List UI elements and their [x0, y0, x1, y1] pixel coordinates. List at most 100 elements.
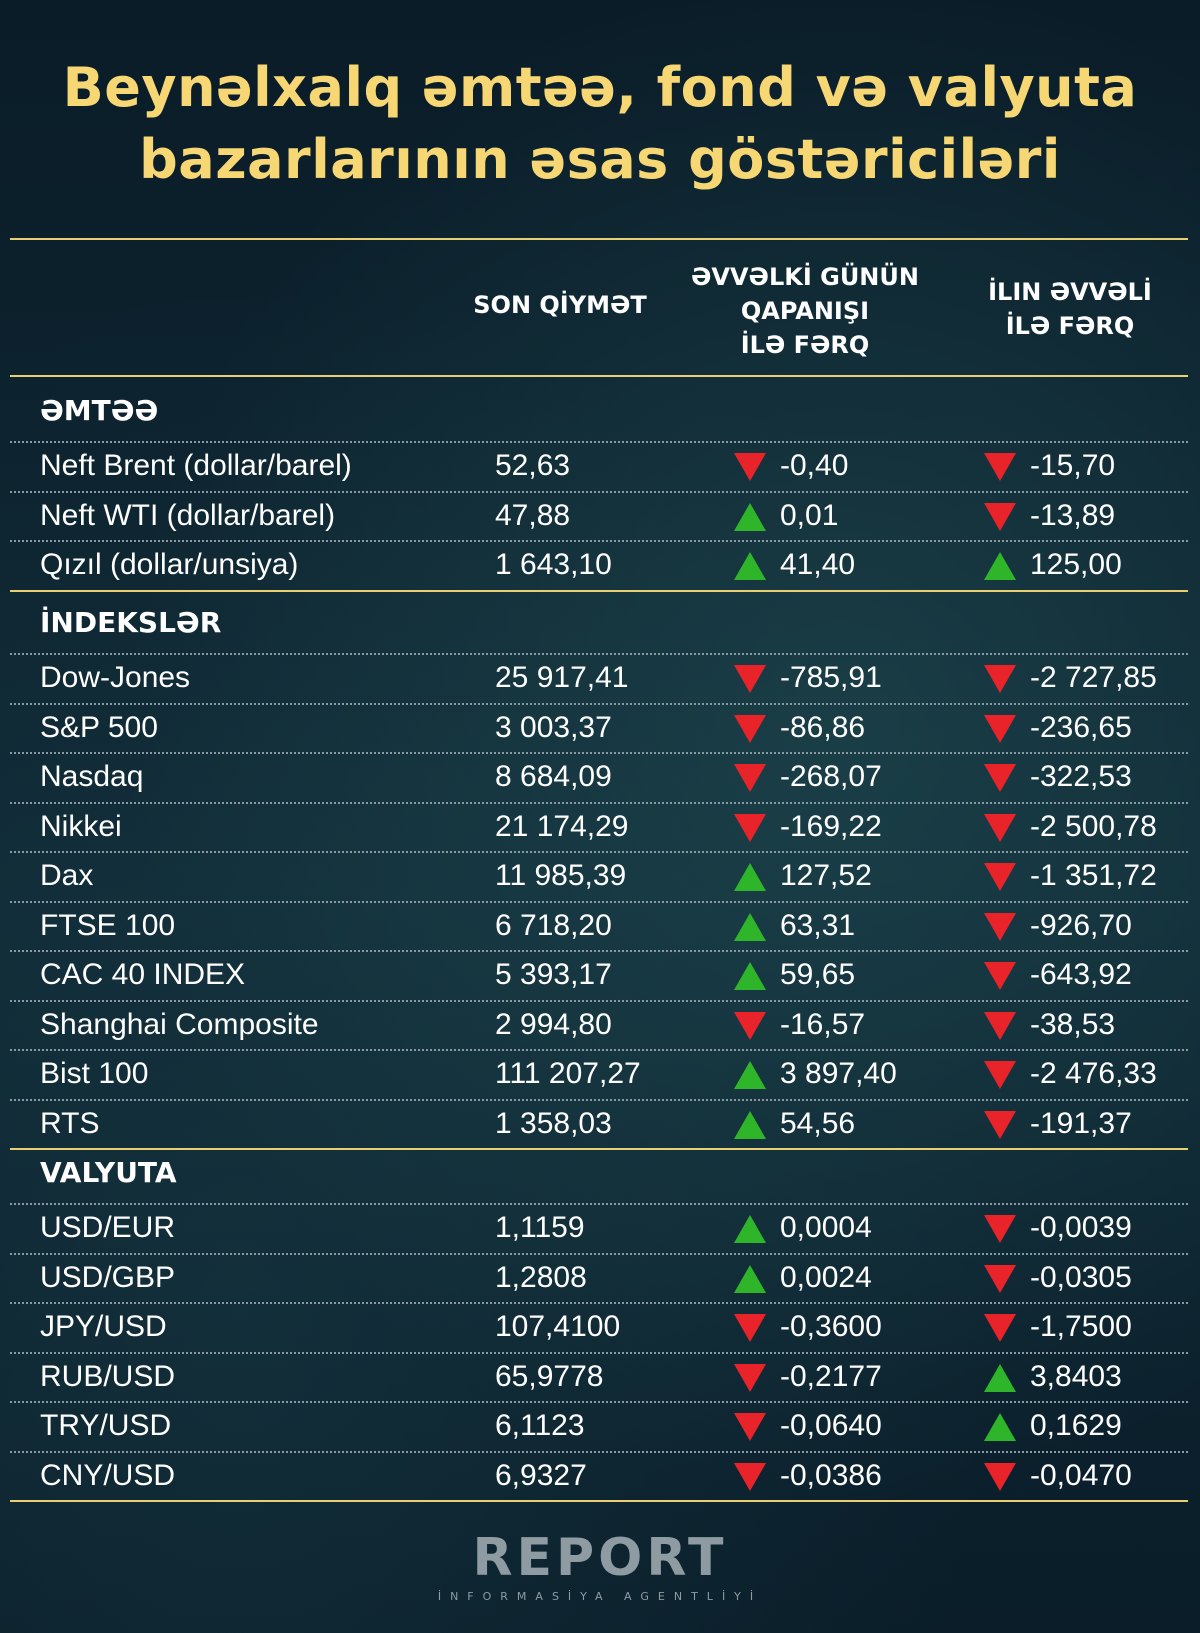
- row-divider: [10, 950, 1188, 952]
- down-arrow-icon: [734, 1011, 766, 1040]
- down-arrow-icon: [984, 1110, 1016, 1139]
- last-price: 1 358,03: [495, 1106, 612, 1140]
- section-heading: VALYUTA: [40, 1156, 177, 1189]
- row-divider: [10, 490, 1188, 493]
- up-arrow-icon: [734, 1215, 766, 1243]
- prev-day-change: -169,22: [780, 809, 882, 843]
- down-arrow-icon: [984, 714, 1016, 743]
- prev-day-change: -0,0640: [780, 1409, 882, 1442]
- section-heading: İNDEKSLƏR: [40, 606, 222, 639]
- row-divider: [10, 1252, 1188, 1255]
- prev-day-change: -0,2177: [780, 1359, 882, 1393]
- ytd-change: -15,70: [1030, 449, 1116, 482]
- row-divider: [10, 540, 1188, 542]
- row-label: S&P 500: [40, 710, 158, 744]
- row-label: Nasdaq: [40, 760, 144, 793]
- ytd-change: 125,00: [1030, 548, 1122, 581]
- ytd-change: -1 351,72: [1030, 859, 1157, 892]
- ytd-change: 3,8403: [1030, 1359, 1122, 1393]
- row-label: CNY/USD: [40, 1458, 176, 1492]
- ytd-change: -322,53: [1030, 760, 1132, 793]
- last-price: 21 174,29: [495, 809, 629, 843]
- ytd-change: -236,65: [1030, 710, 1132, 744]
- row-divider: [10, 801, 1188, 804]
- last-price: 11 985,39: [495, 859, 627, 892]
- up-arrow-icon: [734, 1110, 766, 1139]
- row-divider: [10, 851, 1188, 853]
- row-label: RTS: [40, 1106, 100, 1140]
- prev-day-change: 59,65: [780, 958, 856, 991]
- down-arrow-icon: [984, 962, 1016, 990]
- header-evvelki-gun: ƏVVƏLKİ GÜNÜN QAPANIŞI İLƏ FƏRQ: [691, 263, 919, 359]
- prev-day-change: -86,86: [780, 710, 866, 744]
- last-price: 47,88: [495, 498, 571, 532]
- row-divider: [10, 1351, 1188, 1354]
- last-price: 1 643,10: [495, 548, 612, 581]
- row-label: Shanghai Composite: [40, 1007, 319, 1041]
- row-divider: [10, 1450, 1188, 1453]
- last-price: 8 684,09: [495, 760, 612, 793]
- down-arrow-icon: [984, 764, 1016, 792]
- up-arrow-icon: [984, 1363, 1016, 1392]
- down-arrow-icon: [984, 453, 1016, 481]
- ytd-change: -643,92: [1030, 958, 1132, 991]
- last-price: 111 207,27: [495, 1057, 641, 1090]
- section-rule: [10, 589, 1188, 592]
- row-divider: [10, 1203, 1188, 1205]
- title-line-2: bazarlarının əsas göstəriciləri: [139, 128, 1061, 191]
- last-price: 1,2808: [495, 1260, 587, 1294]
- table-top-rule: [10, 238, 1188, 240]
- prev-day-change: -0,0386: [780, 1458, 882, 1492]
- down-arrow-icon: [734, 665, 766, 693]
- down-arrow-icon: [734, 714, 766, 743]
- down-arrow-icon: [984, 912, 1016, 941]
- last-price: 107,4100: [495, 1310, 621, 1343]
- ytd-change: -0,0039: [1030, 1211, 1132, 1244]
- last-price: 6 718,20: [495, 908, 612, 942]
- up-arrow-icon: [734, 502, 766, 531]
- prev-day-change: 41,40: [780, 548, 856, 581]
- header-bottom-rule: [10, 375, 1188, 377]
- down-arrow-icon: [984, 502, 1016, 531]
- prev-day-change: -0,3600: [780, 1310, 882, 1343]
- prev-day-change: 0,01: [780, 498, 839, 532]
- row-divider: [10, 653, 1188, 655]
- down-arrow-icon: [984, 1215, 1016, 1243]
- up-arrow-icon: [734, 552, 766, 580]
- row-divider: [10, 1098, 1188, 1101]
- down-arrow-icon: [984, 1314, 1016, 1342]
- up-arrow-icon: [734, 1061, 766, 1089]
- report-logo: REPORT İNFORMASİYA AGENTLİYİ: [0, 1528, 1200, 1603]
- prev-day-change: -0,40: [780, 449, 849, 482]
- prev-day-change: 127,52: [780, 859, 872, 892]
- ytd-change: -13,89: [1030, 498, 1116, 532]
- down-arrow-icon: [984, 1462, 1016, 1491]
- down-arrow-icon: [734, 1314, 766, 1342]
- row-label: USD/GBP: [40, 1260, 176, 1294]
- down-arrow-icon: [984, 1061, 1016, 1089]
- row-divider: [10, 999, 1188, 1002]
- row-label: CAC 40 INDEX: [40, 958, 246, 991]
- section-rule: [10, 1148, 1188, 1150]
- last-price: 6,9327: [495, 1458, 587, 1492]
- up-arrow-icon: [984, 552, 1016, 580]
- row-divider: [10, 900, 1188, 903]
- header-son-qiymet: SON QİYMƏT: [473, 291, 647, 319]
- ytd-change: -0,0470: [1030, 1458, 1132, 1492]
- prev-day-change: -268,07: [780, 760, 882, 793]
- section-rule: [10, 1500, 1188, 1502]
- last-price: 65,9778: [495, 1359, 604, 1393]
- row-label: Dax: [40, 859, 94, 892]
- ytd-change: -926,70: [1030, 908, 1132, 942]
- last-price: 6,1123: [495, 1409, 585, 1442]
- row-divider: [10, 1049, 1188, 1051]
- title-line-1: Beynəlxalq əmtəə, fond və valyuta: [62, 56, 1138, 119]
- up-arrow-icon: [734, 962, 766, 990]
- last-price: 52,63: [495, 449, 571, 482]
- row-label: Neft WTI (dollar/barel): [40, 498, 336, 532]
- row-label: USD/EUR: [40, 1211, 176, 1244]
- down-arrow-icon: [734, 1462, 766, 1491]
- logo-subtitle: İNFORMASİYA AGENTLİYİ: [437, 1590, 763, 1603]
- down-arrow-icon: [984, 863, 1016, 891]
- down-arrow-icon: [734, 764, 766, 792]
